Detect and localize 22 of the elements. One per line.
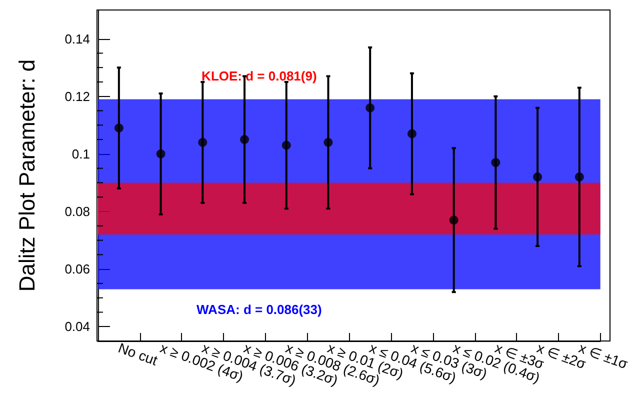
band-label: WASA: d = 0.086(33) (196, 302, 322, 318)
y-tick-label: 0.14 (64, 31, 90, 46)
point (407, 129, 416, 138)
y-axis-title: Dalitz Plot Parameter: d (14, 59, 40, 292)
x-tick-label: No cut (116, 339, 160, 368)
y-tick-label: 0.04 (64, 319, 90, 334)
point (491, 158, 500, 168)
point (114, 124, 124, 133)
y-tick-label: 0.08 (64, 204, 90, 219)
point (282, 140, 291, 150)
y-tick-label: 0.12 (64, 88, 90, 104)
y-tick-label: 0.06 (64, 262, 90, 277)
point (449, 216, 458, 225)
point (240, 135, 250, 144)
band-label: KLOE: d = 0.081(9) (202, 68, 317, 84)
point (198, 138, 208, 147)
point (533, 172, 542, 182)
y-tick-label: 0.1 (72, 146, 90, 162)
point (324, 138, 333, 147)
point (156, 149, 166, 158)
point (574, 172, 584, 182)
point (366, 103, 375, 112)
